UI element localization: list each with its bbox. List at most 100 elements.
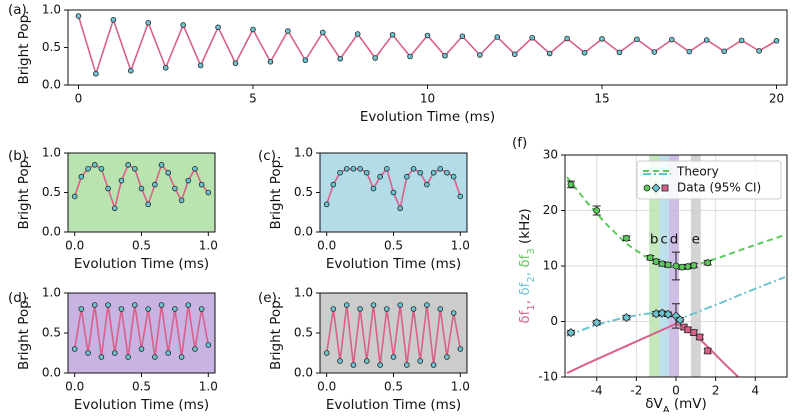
y-tick-label: 20	[543, 203, 558, 217]
label-sub: 1	[526, 304, 537, 310]
marker	[567, 181, 575, 188]
marker	[404, 362, 410, 368]
marker	[430, 169, 437, 176]
marker	[185, 177, 192, 184]
marker	[215, 24, 221, 31]
marker	[410, 166, 417, 172]
marker	[118, 306, 125, 312]
marker	[302, 57, 309, 64]
y-tick-label: 0.0	[294, 366, 313, 380]
marker	[165, 169, 172, 176]
x-axis-label: Evolution Time (ms)	[74, 256, 209, 272]
marker	[459, 33, 466, 40]
marker	[390, 354, 397, 360]
marker	[457, 346, 464, 352]
y-tick-label: 0.5	[294, 185, 313, 199]
marker	[593, 207, 601, 214]
x-axis-label: Evolution Time (ms)	[74, 397, 209, 412]
marker	[684, 263, 692, 270]
marker	[738, 37, 745, 44]
marker	[192, 346, 198, 352]
marker	[145, 201, 151, 208]
marker	[721, 48, 727, 55]
y-tick-label: 10	[543, 259, 558, 273]
marker	[98, 354, 105, 360]
marker	[172, 306, 178, 312]
marker	[363, 169, 370, 176]
marker	[91, 162, 98, 168]
marker	[623, 234, 630, 242]
marker	[178, 354, 185, 360]
marker	[178, 197, 185, 204]
plot-frame	[67, 9, 788, 86]
marker	[350, 166, 357, 172]
marker	[158, 302, 165, 308]
x-tick-label: 0.0	[65, 380, 84, 394]
marker	[684, 326, 692, 334]
marker	[250, 26, 256, 33]
marker	[389, 31, 396, 38]
x-tick-label: -4	[591, 384, 603, 398]
y-axis-label: Bright Pop.	[268, 155, 284, 229]
panel-label: (b)	[8, 148, 27, 164]
x-tick-label: 0	[672, 384, 680, 398]
marker	[343, 302, 350, 308]
marker	[165, 350, 172, 356]
marker	[85, 166, 91, 172]
plot-background	[68, 153, 215, 232]
marker	[111, 350, 118, 356]
marker	[651, 49, 658, 55]
marker	[690, 262, 698, 269]
marker	[105, 185, 111, 192]
marker	[546, 50, 553, 57]
marker	[71, 346, 78, 352]
band-label: d	[670, 231, 679, 247]
marker	[675, 315, 685, 325]
marker	[330, 306, 337, 312]
x-tick-label: 0.0	[317, 380, 336, 394]
marker	[756, 48, 762, 54]
marker	[354, 31, 361, 37]
y-tick-label: 0	[550, 314, 558, 328]
y-axis-label: Bright Pop.	[268, 296, 284, 370]
marker	[232, 60, 239, 67]
x-tick-label: 1.0	[451, 239, 470, 253]
marker	[337, 55, 344, 62]
marker	[417, 169, 424, 176]
marker	[417, 358, 424, 364]
marker	[185, 302, 192, 308]
x-tick-label: 1.0	[451, 380, 470, 394]
marker	[407, 53, 413, 60]
y-tick-label: 0.5	[294, 326, 313, 340]
label-sub: 3	[526, 248, 537, 254]
x-tick-label: 10	[420, 92, 435, 106]
plot-frame	[319, 292, 468, 374]
x-tick-label: 0.5	[384, 239, 403, 253]
x-tick-label: 0.5	[132, 380, 151, 394]
label-tail: ,	[517, 268, 533, 277]
marker	[672, 262, 680, 270]
marker	[98, 166, 105, 172]
marker	[330, 181, 337, 188]
label-text: δV	[645, 396, 663, 412]
marker	[337, 169, 343, 176]
x-tick-label: 0.0	[65, 239, 84, 253]
legend-label: Theory	[676, 165, 719, 179]
y-tick-label: 0.0	[42, 225, 61, 239]
marker	[457, 193, 464, 200]
plot-background	[68, 10, 787, 85]
marker	[384, 306, 390, 312]
marker	[397, 302, 403, 308]
marker	[162, 64, 169, 71]
marker	[323, 350, 330, 356]
y-tick-label: 1.0	[294, 286, 313, 300]
marker	[132, 302, 138, 308]
label-text: δf	[517, 309, 533, 323]
marker	[78, 306, 85, 312]
marker	[529, 34, 536, 41]
y-axis-label: Bright Pop.	[16, 296, 32, 370]
marker	[197, 62, 204, 69]
marker	[773, 37, 780, 44]
label-text: δf	[517, 253, 533, 267]
marker	[566, 328, 576, 338]
